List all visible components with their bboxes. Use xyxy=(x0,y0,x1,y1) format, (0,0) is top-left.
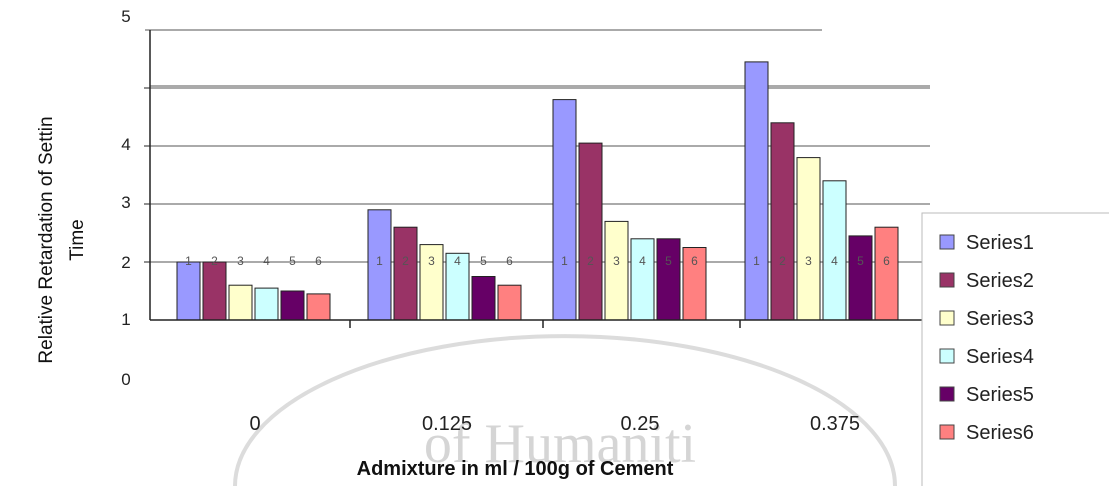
axes xyxy=(144,30,931,328)
y-axis-title-line1: Relative Retardation of Settin xyxy=(36,116,57,363)
bar-number-label: 3 xyxy=(805,254,812,268)
x-tick-label: 0 xyxy=(249,413,260,435)
watermark-text: of Humaniti xyxy=(424,413,696,475)
bar-number-label: 3 xyxy=(613,254,620,268)
bar xyxy=(630,238,655,321)
bar-number-label: 1 xyxy=(185,254,192,268)
x-tick-label: 0.125 xyxy=(422,413,472,435)
bar-number-label: 2 xyxy=(402,254,409,268)
y-tick-label: 5 xyxy=(121,7,130,26)
x-axis-title: Admixture in ml / 100g of Cement xyxy=(357,458,674,480)
x-tick-labels: 0 0.125 0.25 0.375 xyxy=(249,413,860,435)
bar xyxy=(848,235,873,321)
legend-label: Series1 xyxy=(966,232,1034,254)
bar-number-label: 5 xyxy=(665,254,672,268)
bar xyxy=(176,261,201,321)
y-tick-label: 3 xyxy=(121,193,130,212)
bar-number-label: 6 xyxy=(506,254,513,268)
bar-number-label: 2 xyxy=(211,254,218,268)
bar xyxy=(874,226,899,321)
bar-number-label: 2 xyxy=(779,254,786,268)
x-tick-label: 0.375 xyxy=(810,413,860,435)
legend-swatch xyxy=(939,310,955,326)
bar-number-label: 1 xyxy=(561,254,568,268)
bar-number-label: 4 xyxy=(831,254,838,268)
bar-number-label: 1 xyxy=(753,254,760,268)
bar-number-label: 2 xyxy=(587,254,594,268)
bar xyxy=(822,180,847,321)
bar-number-label: 6 xyxy=(883,254,890,268)
legend-swatch xyxy=(939,348,955,364)
bar xyxy=(280,290,305,321)
legend-swatch xyxy=(939,234,955,250)
legend-label: Series5 xyxy=(966,384,1034,406)
bar xyxy=(796,157,821,321)
bar xyxy=(578,142,603,321)
y-axis-title-line2: Time xyxy=(67,219,88,261)
x-tick-label: 0.25 xyxy=(621,413,660,435)
legend-label: Series2 xyxy=(966,270,1034,292)
bar xyxy=(228,284,253,321)
bar xyxy=(471,276,496,321)
bar xyxy=(497,284,522,321)
bar-number-label: 4 xyxy=(639,254,646,268)
legend-label: Series4 xyxy=(966,346,1034,368)
bar xyxy=(604,220,629,321)
gridlines xyxy=(145,29,930,263)
bar xyxy=(744,61,769,321)
legend-swatch xyxy=(939,272,955,288)
bar-number-label: 3 xyxy=(428,254,435,268)
bar xyxy=(656,238,681,321)
bar-number-label: 6 xyxy=(315,254,322,268)
bar xyxy=(770,122,795,321)
y-tick-label: 2 xyxy=(121,253,130,272)
legend-swatch xyxy=(939,424,955,440)
bar xyxy=(306,293,331,321)
bar-number-label: 5 xyxy=(480,254,487,268)
y-tick-label: 1 xyxy=(121,310,130,329)
bar-number-label: 4 xyxy=(454,254,461,268)
bar xyxy=(393,226,418,321)
bars: 1 2 3 4 5 6 1 2 3 4 5 6 1 2 3 4 5 6 1 2 3 4 5 6 xyxy=(176,61,899,321)
legend-label: Series3 xyxy=(966,308,1034,330)
bar-number-label: 4 xyxy=(263,254,270,268)
bar-number-label: 6 xyxy=(691,254,698,268)
bar-number-label: 5 xyxy=(857,254,864,268)
y-tick-label: 0 xyxy=(121,370,130,389)
legend-swatch xyxy=(939,386,955,402)
y-tick-label: 4 xyxy=(121,135,130,154)
bar-number-label: 5 xyxy=(289,254,296,268)
legend-label: Series6 xyxy=(966,422,1034,444)
bar-number-label: 3 xyxy=(237,254,244,268)
bar xyxy=(552,99,577,321)
bar xyxy=(254,287,279,321)
y-tick-labels: 0 1 2 3 4 5 xyxy=(121,7,130,389)
watermark: of Humaniti xyxy=(233,334,897,486)
bar xyxy=(202,261,227,321)
bar-number-label: 1 xyxy=(376,254,383,268)
legend: Series1 Series2 Series3 Series4 Series5 Serie… xyxy=(921,212,1109,486)
